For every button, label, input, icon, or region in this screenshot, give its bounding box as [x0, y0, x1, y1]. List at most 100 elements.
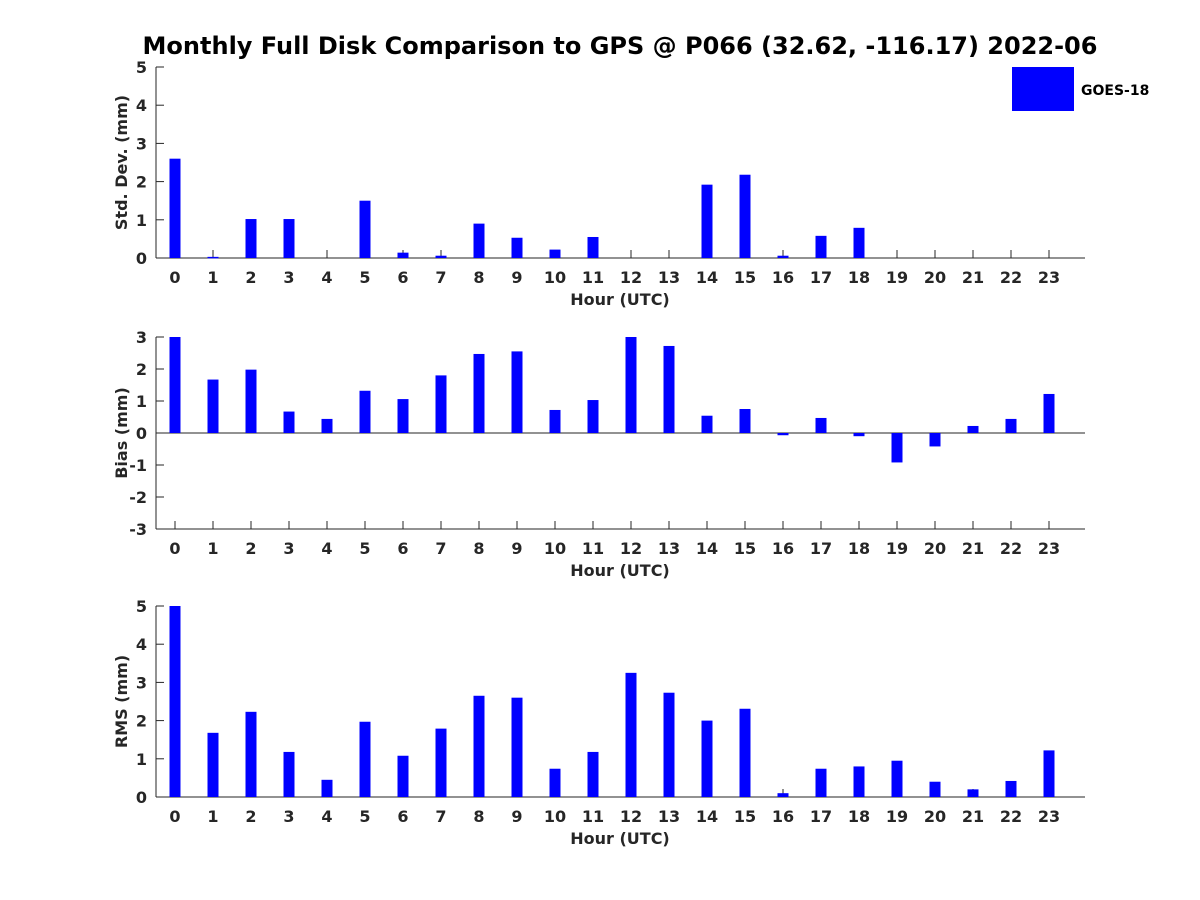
y-tick-label: 3 [136, 134, 147, 153]
x-tick-label: 18 [848, 807, 870, 826]
bar-bias-15 [739, 409, 751, 433]
bar-std-dev-9 [511, 237, 523, 258]
bar-bias-13 [663, 345, 675, 433]
y-axis-label: Bias (mm) [112, 387, 131, 479]
bar-rms-17 [815, 768, 827, 797]
bar-rms-9 [511, 697, 523, 797]
bar-bias-12 [625, 337, 637, 433]
x-tick-label: 2 [245, 268, 256, 287]
x-tick-label: 1 [207, 807, 218, 826]
y-tick-label: 2 [136, 360, 147, 379]
bar-std-dev-14 [701, 184, 713, 258]
bar-bias-11 [587, 400, 599, 433]
y-tick-label: -2 [129, 488, 147, 507]
x-tick-label: 15 [734, 539, 756, 558]
x-tick-label: 4 [321, 539, 332, 558]
bar-bias-7 [435, 375, 447, 433]
x-tick-label: 23 [1038, 807, 1060, 826]
x-tick-label: 14 [696, 268, 718, 287]
x-tick-label: 11 [582, 539, 604, 558]
y-tick-label: 3 [136, 673, 147, 692]
x-tick-label: 6 [397, 807, 408, 826]
x-tick-label: 10 [544, 268, 566, 287]
x-tick-label: 19 [886, 807, 908, 826]
x-tick-label: 3 [283, 539, 294, 558]
x-tick-label: 14 [696, 807, 718, 826]
bar-rms-5 [359, 721, 371, 797]
bar-bias-14 [701, 415, 713, 433]
bar-rms-13 [663, 692, 675, 797]
y-tick-label: -1 [129, 456, 147, 475]
x-tick-label: 2 [245, 807, 256, 826]
x-tick-label: 0 [169, 268, 180, 287]
x-tick-label: 7 [435, 268, 446, 287]
x-tick-label: 5 [359, 539, 370, 558]
y-tick-label: 4 [136, 635, 147, 654]
x-tick-label: 8 [473, 539, 484, 558]
bar-bias-18 [853, 433, 865, 437]
bar-std-dev-6 [397, 252, 409, 258]
bar-rms-3 [283, 751, 295, 797]
x-tick-label: 5 [359, 807, 370, 826]
bar-std-dev-16 [777, 255, 789, 258]
y-tick-label: 0 [136, 788, 147, 807]
bar-rms-0 [169, 606, 181, 797]
bar-std-dev-3 [283, 219, 295, 258]
bar-rms-22 [1005, 780, 1017, 797]
x-tick-label: 4 [321, 807, 332, 826]
x-tick-label: 16 [772, 807, 794, 826]
x-tick-label: 11 [582, 268, 604, 287]
x-tick-label: 12 [620, 807, 642, 826]
bar-bias-19 [891, 433, 903, 463]
bar-bias-21 [967, 425, 979, 433]
bar-std-dev-0 [169, 158, 181, 258]
x-tick-label: 0 [169, 807, 180, 826]
x-tick-label: 2 [245, 539, 256, 558]
x-tick-label: 11 [582, 807, 604, 826]
bar-bias-8 [473, 353, 485, 433]
bar-rms-19 [891, 760, 903, 797]
bar-rms-11 [587, 751, 599, 797]
x-tick-label: 17 [810, 268, 832, 287]
y-tick-label: 2 [136, 712, 147, 731]
y-tick-label: 2 [136, 173, 147, 192]
y-tick-label: -3 [129, 520, 147, 539]
x-tick-label: 16 [772, 268, 794, 287]
x-tick-label: 10 [544, 539, 566, 558]
legend: GOES-18 [1012, 67, 1149, 111]
x-tick-label: 17 [810, 807, 832, 826]
bar-bias-9 [511, 351, 523, 433]
bar-std-dev-17 [815, 235, 827, 258]
x-tick-label: 12 [620, 268, 642, 287]
x-tick-label: 12 [620, 539, 642, 558]
x-tick-label: 17 [810, 539, 832, 558]
x-tick-label: 9 [511, 807, 522, 826]
x-tick-label: 13 [658, 268, 680, 287]
x-tick-label: 4 [321, 268, 332, 287]
bar-bias-23 [1043, 393, 1055, 433]
bar-bias-16 [777, 433, 789, 436]
x-tick-label: 9 [511, 268, 522, 287]
x-tick-label: 1 [207, 539, 218, 558]
y-tick-label: 0 [136, 249, 147, 268]
x-tick-label: 8 [473, 268, 484, 287]
bar-rms-18 [853, 766, 865, 797]
bar-bias-5 [359, 390, 371, 433]
x-tick-label: 20 [924, 807, 946, 826]
bar-std-dev-8 [473, 223, 485, 258]
y-tick-label: 4 [136, 96, 147, 115]
bar-rms-15 [739, 708, 751, 797]
bar-rms-16 [777, 793, 789, 797]
x-tick-label: 18 [848, 539, 870, 558]
x-tick-label: 13 [658, 807, 680, 826]
bar-bias-22 [1005, 418, 1017, 433]
x-tick-label: 22 [1000, 539, 1022, 558]
x-tick-label: 14 [696, 539, 718, 558]
x-tick-label: 23 [1038, 268, 1060, 287]
bar-rms-4 [321, 779, 333, 797]
y-tick-label: 1 [136, 392, 147, 411]
bar-bias-10 [549, 409, 561, 433]
